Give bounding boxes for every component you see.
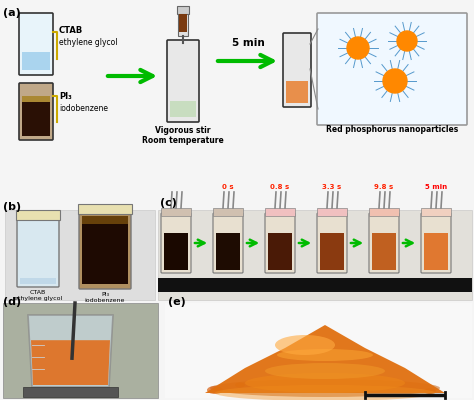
- FancyBboxPatch shape: [317, 213, 347, 273]
- Bar: [170, 101, 196, 117]
- Text: 5 min: 5 min: [425, 184, 447, 190]
- FancyBboxPatch shape: [161, 213, 191, 273]
- Text: Red phosphorus nanoparticles: Red phosphorus nanoparticles: [326, 125, 458, 134]
- Text: 0 s: 0 s: [222, 184, 234, 190]
- Text: (c): (c): [160, 198, 177, 208]
- Bar: [3, 303, 158, 398]
- Text: 0.8 s: 0.8 s: [270, 184, 290, 190]
- Text: (e): (e): [168, 297, 186, 307]
- FancyBboxPatch shape: [369, 213, 399, 273]
- Bar: [369, 208, 399, 216]
- Bar: [286, 81, 308, 103]
- Polygon shape: [205, 325, 445, 393]
- Ellipse shape: [210, 379, 440, 397]
- Bar: [158, 278, 472, 292]
- Ellipse shape: [277, 349, 373, 361]
- FancyBboxPatch shape: [17, 217, 59, 287]
- Text: (a): (a): [3, 8, 21, 18]
- Text: ethylene glycol: ethylene glycol: [59, 38, 118, 47]
- Text: PI₃
iodobenzene: PI₃ iodobenzene: [85, 292, 125, 303]
- Ellipse shape: [275, 335, 335, 355]
- Bar: [177, 6, 189, 14]
- Bar: [82, 216, 128, 284]
- Bar: [164, 233, 188, 270]
- Bar: [158, 210, 472, 300]
- Text: 3.3 s: 3.3 s: [322, 184, 342, 190]
- Text: (d): (d): [3, 297, 21, 307]
- Text: Vigorous stir
Room temperature: Vigorous stir Room temperature: [142, 126, 224, 146]
- Bar: [317, 208, 347, 216]
- Text: iodobenzene: iodobenzene: [59, 104, 108, 113]
- FancyBboxPatch shape: [213, 213, 243, 273]
- FancyBboxPatch shape: [79, 211, 131, 289]
- Bar: [268, 233, 292, 270]
- Text: CTAB
ethylene glycol: CTAB ethylene glycol: [14, 290, 62, 301]
- Text: 5 min: 5 min: [232, 38, 264, 48]
- Text: 9.8 s: 9.8 s: [374, 184, 393, 190]
- Text: (b): (b): [3, 202, 21, 212]
- FancyBboxPatch shape: [265, 213, 295, 273]
- Circle shape: [347, 37, 369, 59]
- Bar: [16, 210, 60, 220]
- Bar: [5, 210, 155, 300]
- Bar: [216, 233, 240, 270]
- Bar: [424, 233, 448, 270]
- Bar: [265, 208, 295, 216]
- Bar: [178, 11, 188, 36]
- FancyBboxPatch shape: [317, 13, 467, 125]
- Bar: [20, 278, 56, 284]
- Polygon shape: [28, 315, 113, 387]
- Bar: [372, 233, 396, 270]
- Ellipse shape: [207, 386, 223, 394]
- FancyBboxPatch shape: [19, 13, 53, 75]
- FancyBboxPatch shape: [19, 83, 53, 140]
- Polygon shape: [31, 340, 110, 385]
- FancyBboxPatch shape: [167, 40, 199, 122]
- Bar: [179, 14, 187, 32]
- Ellipse shape: [235, 382, 245, 388]
- Bar: [22, 96, 50, 102]
- Bar: [320, 233, 344, 270]
- Bar: [78, 204, 132, 214]
- Bar: [213, 208, 243, 216]
- Text: PI₃: PI₃: [59, 92, 72, 101]
- Bar: [23, 387, 118, 397]
- Bar: [165, 303, 472, 398]
- Bar: [22, 102, 50, 136]
- FancyBboxPatch shape: [283, 33, 311, 107]
- Bar: [22, 52, 50, 70]
- Ellipse shape: [424, 388, 436, 394]
- FancyBboxPatch shape: [421, 213, 451, 273]
- Circle shape: [383, 69, 407, 93]
- Ellipse shape: [245, 373, 405, 393]
- Text: CTAB: CTAB: [59, 26, 83, 35]
- Bar: [82, 216, 128, 224]
- Bar: [161, 208, 191, 216]
- Bar: [421, 208, 451, 216]
- Ellipse shape: [215, 385, 435, 400]
- Ellipse shape: [265, 363, 385, 379]
- Circle shape: [397, 31, 417, 51]
